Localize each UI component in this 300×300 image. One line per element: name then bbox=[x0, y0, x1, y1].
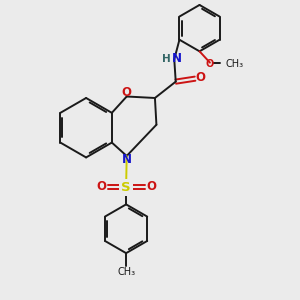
Text: N: N bbox=[122, 153, 132, 166]
Text: CH₃: CH₃ bbox=[117, 267, 135, 277]
Text: N: N bbox=[172, 52, 182, 65]
Text: S: S bbox=[121, 181, 131, 194]
Text: CH₃: CH₃ bbox=[225, 59, 244, 69]
Text: H: H bbox=[162, 54, 170, 64]
Text: O: O bbox=[206, 59, 214, 69]
Text: O: O bbox=[96, 180, 106, 193]
Text: O: O bbox=[122, 86, 132, 99]
Text: O: O bbox=[146, 180, 156, 193]
Text: O: O bbox=[195, 71, 206, 84]
